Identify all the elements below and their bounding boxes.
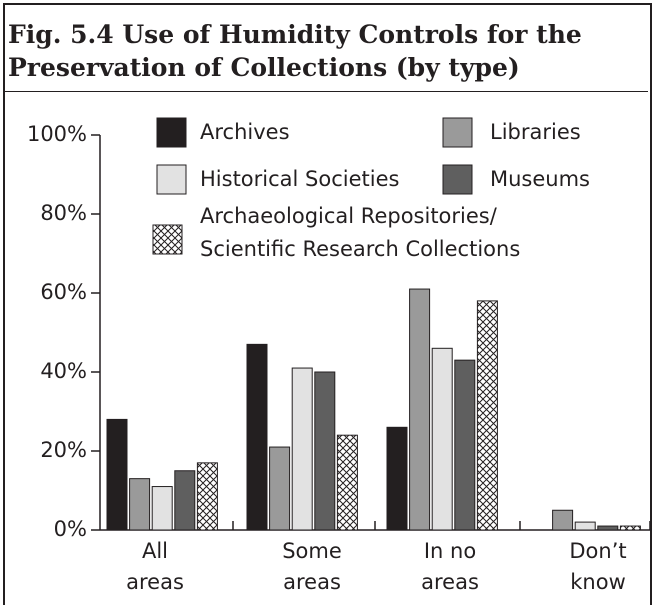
legend-label: Historical Societies bbox=[200, 167, 400, 191]
bar bbox=[336, 434, 358, 531]
y-tick-label: 20% bbox=[40, 438, 87, 462]
x-tick-label: Some bbox=[282, 539, 342, 563]
x-tick-label: All bbox=[142, 539, 168, 563]
x-tick-label: know bbox=[570, 570, 626, 594]
chart-title: Fig. 5.4 Use of Humidity Controls for th… bbox=[8, 20, 582, 82]
legend-swatch bbox=[156, 117, 187, 148]
legend-swatch bbox=[156, 164, 187, 195]
bar bbox=[574, 521, 596, 531]
legend-label: Museums bbox=[490, 167, 590, 191]
title-rule bbox=[5, 91, 648, 92]
x-tick-label: Don’t bbox=[569, 539, 626, 563]
x-tick-label: areas bbox=[421, 570, 479, 594]
bar bbox=[196, 462, 218, 531]
x-tick-label: areas bbox=[283, 570, 341, 594]
y-tick-label: 60% bbox=[40, 280, 87, 304]
bar bbox=[151, 486, 173, 531]
y-tick-label: 40% bbox=[40, 359, 87, 383]
bar bbox=[246, 343, 268, 531]
legend-label: Libraries bbox=[490, 120, 581, 144]
bar bbox=[386, 426, 408, 531]
bar bbox=[291, 367, 313, 531]
bar bbox=[269, 446, 291, 531]
legend-swatch bbox=[442, 117, 473, 148]
bar bbox=[409, 288, 431, 531]
legend-label: Archaeological Repositories/ Scientific … bbox=[200, 204, 521, 261]
bar bbox=[454, 359, 476, 531]
bar bbox=[552, 509, 574, 531]
x-tick-label: areas bbox=[126, 570, 184, 594]
bar bbox=[619, 525, 641, 531]
bar bbox=[106, 418, 128, 531]
bar bbox=[597, 525, 619, 531]
x-tick-label: In no bbox=[424, 539, 476, 563]
legend-label: Archives bbox=[200, 120, 290, 144]
y-tick-label: 0% bbox=[54, 517, 87, 541]
bar bbox=[314, 371, 336, 531]
bar bbox=[129, 478, 151, 531]
y-tick-label: 80% bbox=[40, 201, 87, 225]
legend-swatch bbox=[152, 224, 183, 255]
bar bbox=[476, 300, 498, 531]
bar bbox=[431, 347, 453, 531]
legend-swatch bbox=[442, 164, 473, 195]
bar bbox=[174, 470, 196, 531]
y-tick-label: 100% bbox=[27, 122, 87, 146]
frame bbox=[3, 3, 652, 605]
